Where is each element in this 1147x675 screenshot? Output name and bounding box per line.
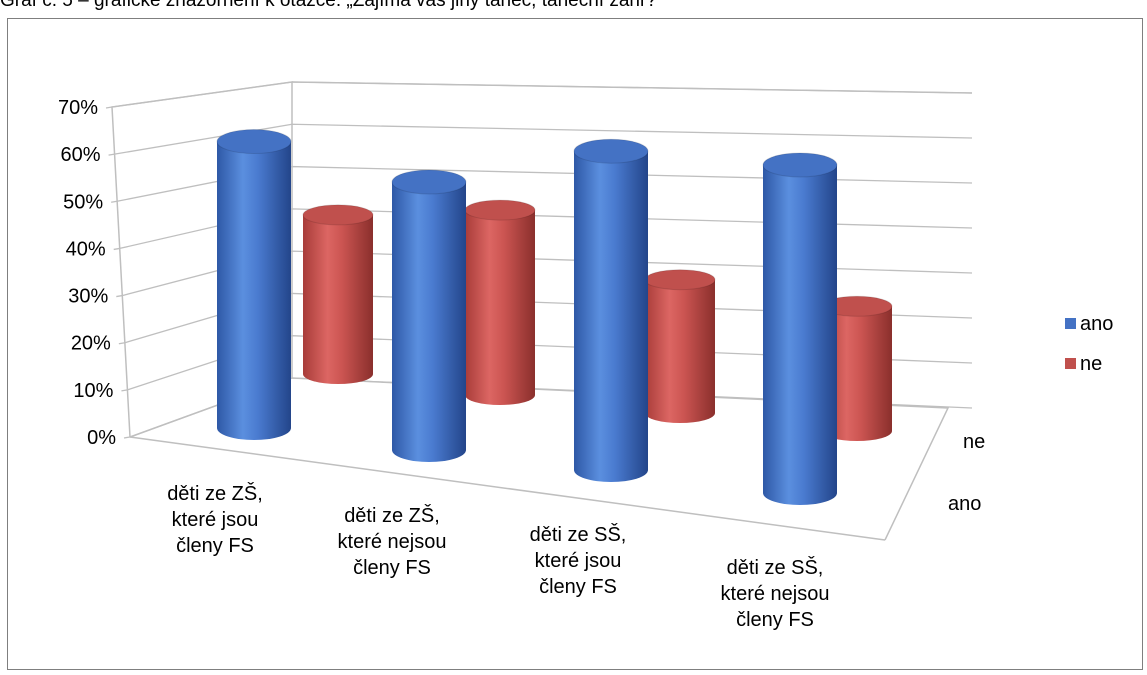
bar-ano-3 [573,138,649,482]
category-label-3: děti ze SŠ, které jsou členy FS [530,523,627,598]
bar-ano-body [217,141,291,440]
gridline [122,250,973,297]
y-tick [123,436,131,439]
depth-label-ne: ne [963,431,985,453]
bar-ne-2 [464,199,536,405]
bar-ano-1 [216,129,292,440]
y-tick [113,247,120,251]
y-tick [108,153,115,156]
depth-label-ano: ano [948,493,981,515]
y-tick-label: 0% [87,427,116,449]
y-tick-label: 50% [63,191,103,213]
y-tick-label: 30% [68,286,108,308]
chart-frame [7,18,1143,670]
y-tick [105,106,113,109]
bar-ne-1 [302,204,374,384]
bar-ne-4 [821,295,893,441]
y-tick-label: 20% [71,333,111,355]
legend-swatch-ano [1065,318,1076,329]
bar-ano-top [762,152,838,178]
bar-ano-body [392,182,466,463]
bar-ne-top [302,204,374,226]
legend-label-ano: ano [1080,313,1113,335]
bar-ano-body [574,151,648,482]
bar-ano-body [763,164,837,506]
bar-ne-top [464,199,536,221]
category-label-2: děti ze ZŠ, které nejsou členy FS [338,504,447,579]
y-tick-label: 70% [58,97,98,119]
chart-caption: Graf č. 5 – grafické znázornění k otázce… [0,0,657,11]
gridline [114,123,973,155]
bar-ano-2 [391,169,467,463]
bar-ano-top [391,169,467,195]
legend-label-ne: ne [1080,353,1102,375]
y-tick-label: 60% [61,144,101,166]
category-label-1: děti ze ZŠ, které jsou členy FS [167,482,263,557]
gridline [129,377,973,438]
bar-ano-top [216,129,292,155]
y-tick [116,294,123,298]
gridline [124,292,973,344]
y-tick-label: 40% [66,238,106,260]
legend-swatch-ne [1065,358,1076,369]
bar-ne-top [644,269,716,291]
category-label-4: děti ze SŠ, které nejsou členy FS [721,556,830,631]
bar-ne-body [645,279,715,423]
gridline [117,165,973,202]
y-tick [118,342,125,345]
x-axis-line [129,436,886,541]
y-tick [121,389,128,392]
y-tick-label: 10% [73,380,113,402]
gridline [119,208,973,250]
gridline [111,81,973,108]
bar-ne-3 [644,269,716,423]
bar-ne-body [465,210,535,405]
y-tick [111,200,118,203]
bar-ne-body [822,306,892,441]
bar-ne-body [303,214,373,384]
gridline [127,335,973,391]
bar-ano-top [573,138,649,164]
bar-ano-4 [762,152,838,506]
